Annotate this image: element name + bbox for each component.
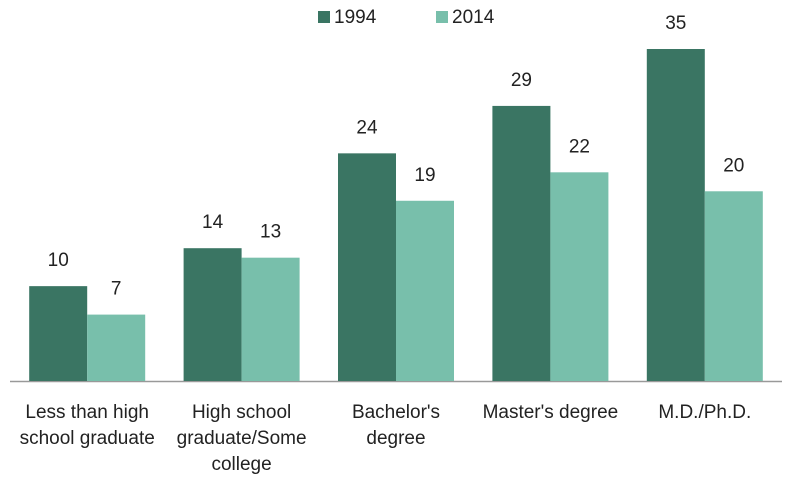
x-tick-label: Bachelor's degree bbox=[351, 402, 441, 449]
x-tick-label: Less than high school graduate bbox=[19, 402, 155, 449]
bar bbox=[550, 172, 609, 381]
legend-swatch bbox=[436, 11, 448, 23]
bar bbox=[396, 200, 454, 381]
data-label: 10 bbox=[48, 250, 69, 271]
bar bbox=[704, 191, 763, 381]
x-tick-label: M.D./Ph.D. bbox=[658, 402, 752, 423]
bar bbox=[646, 49, 705, 381]
legend-label: 1994 bbox=[334, 7, 377, 28]
data-label: 20 bbox=[723, 155, 744, 176]
data-label: 24 bbox=[356, 117, 378, 138]
legend-swatch bbox=[318, 11, 330, 23]
x-tick-label: Master's degree bbox=[482, 402, 619, 423]
x-tick-label: High school graduate/Some college bbox=[176, 402, 307, 475]
bar bbox=[87, 314, 146, 381]
data-label: 35 bbox=[665, 13, 686, 34]
data-label: 14 bbox=[202, 212, 224, 233]
bar bbox=[29, 286, 88, 381]
data-label: 22 bbox=[569, 136, 590, 157]
bar bbox=[492, 105, 551, 382]
bar bbox=[338, 153, 396, 381]
bar bbox=[241, 257, 300, 381]
data-label: 29 bbox=[511, 70, 532, 91]
data-label: 7 bbox=[111, 279, 122, 300]
data-label: 13 bbox=[260, 222, 281, 243]
legend-label: 2014 bbox=[452, 7, 495, 28]
bar bbox=[183, 248, 242, 381]
data-label: 19 bbox=[414, 165, 435, 186]
